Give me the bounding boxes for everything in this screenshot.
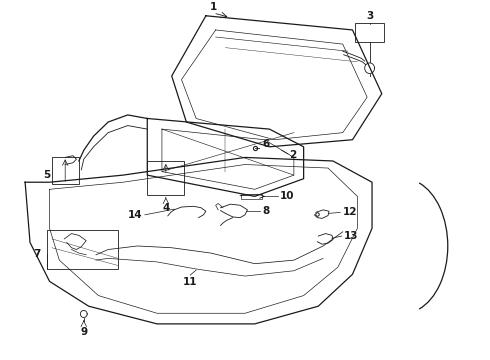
Text: 12: 12 <box>343 207 357 217</box>
Text: 8: 8 <box>262 206 270 216</box>
Text: 9: 9 <box>80 327 87 337</box>
Text: 13: 13 <box>343 231 358 241</box>
Text: 14: 14 <box>128 210 143 220</box>
Text: 5: 5 <box>44 170 51 180</box>
Bar <box>241 194 262 199</box>
Text: 1: 1 <box>210 2 217 12</box>
Bar <box>355 23 384 42</box>
Text: 11: 11 <box>183 277 197 287</box>
Text: 7: 7 <box>33 249 41 259</box>
Text: 10: 10 <box>280 192 294 201</box>
Bar <box>52 157 79 184</box>
Text: 6: 6 <box>262 139 270 149</box>
Text: 2: 2 <box>289 150 296 160</box>
Bar <box>47 230 118 269</box>
Bar <box>147 161 184 195</box>
Text: 4: 4 <box>162 203 170 213</box>
Text: 3: 3 <box>366 11 373 21</box>
